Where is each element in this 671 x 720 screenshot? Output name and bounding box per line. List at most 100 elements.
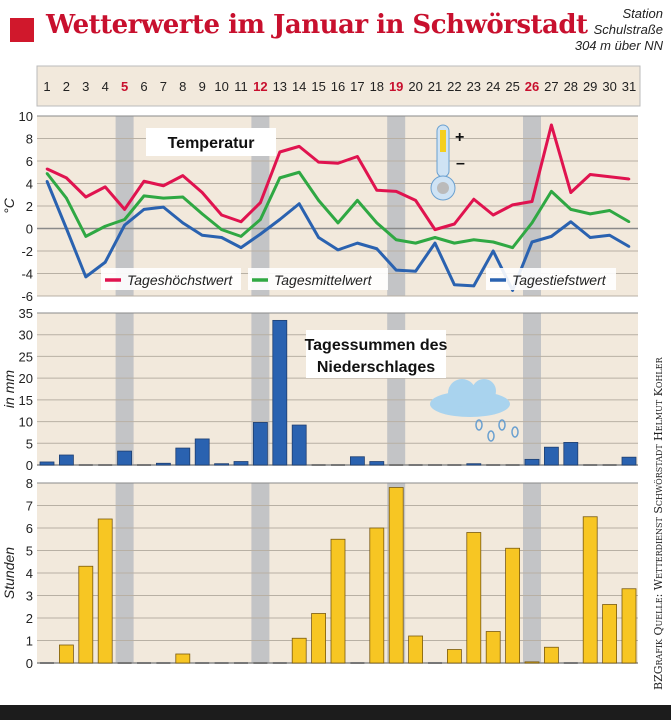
rain-bar bbox=[524, 458, 540, 466]
data-point bbox=[103, 224, 107, 228]
sunshine-bar bbox=[446, 649, 462, 664]
rain-bar bbox=[466, 463, 482, 466]
legend-box bbox=[248, 268, 388, 290]
y-tick-label: 6 bbox=[26, 154, 33, 169]
rain-bar bbox=[194, 438, 210, 466]
data-point bbox=[608, 175, 611, 179]
data-point bbox=[375, 221, 379, 225]
legend-label: Tagestiefstwert bbox=[512, 272, 607, 288]
rain-bar bbox=[349, 456, 365, 466]
data-point bbox=[200, 233, 204, 237]
data-point bbox=[472, 284, 476, 288]
svg-text:–: – bbox=[456, 155, 465, 172]
station-line: Schulstraße bbox=[593, 22, 663, 37]
data-point bbox=[181, 174, 185, 177]
day-label: 2 bbox=[63, 79, 70, 94]
sunday-band bbox=[115, 313, 134, 465]
rain-bar bbox=[175, 447, 191, 466]
data-point bbox=[297, 202, 301, 206]
sunshine-bar bbox=[311, 613, 327, 664]
data-point bbox=[453, 283, 456, 287]
y-tick-label: 3 bbox=[26, 589, 33, 604]
data-point bbox=[511, 203, 514, 207]
day-label: 22 bbox=[447, 79, 461, 94]
sunshine-bar bbox=[330, 538, 346, 664]
sunshine-bar bbox=[291, 637, 307, 664]
data-point bbox=[491, 213, 495, 217]
sunshine-bar bbox=[59, 644, 74, 664]
data-point bbox=[123, 208, 126, 211]
data-point bbox=[297, 145, 301, 148]
rain-bar bbox=[233, 461, 249, 466]
data-point bbox=[569, 208, 573, 211]
data-point bbox=[239, 220, 243, 224]
chart-title: Tagessummen des bbox=[305, 337, 448, 354]
data-point bbox=[45, 179, 49, 183]
y-tick-label: 2 bbox=[26, 611, 33, 626]
y-tick-label: 25 bbox=[19, 349, 33, 364]
rain-bar bbox=[563, 442, 579, 466]
data-point bbox=[588, 212, 592, 216]
y-axis-label: Stunden bbox=[1, 547, 17, 599]
data-point bbox=[394, 190, 398, 193]
data-point bbox=[45, 167, 49, 171]
data-point bbox=[414, 269, 417, 273]
y-tick-label: -2 bbox=[21, 244, 33, 259]
data-point bbox=[162, 196, 165, 200]
day-label: 29 bbox=[583, 79, 597, 94]
y-tick-label: -6 bbox=[21, 289, 33, 304]
source-credit: BZGrafik Quelle: Wetterdienst Schwörstad… bbox=[652, 357, 665, 690]
data-point bbox=[433, 228, 437, 231]
data-point bbox=[550, 123, 553, 127]
data-point bbox=[472, 238, 476, 242]
rain-bar bbox=[59, 454, 74, 466]
day-label: 19 bbox=[389, 79, 403, 94]
sunshine-bar bbox=[408, 635, 424, 664]
data-point bbox=[278, 218, 282, 221]
data-point bbox=[375, 247, 379, 251]
y-tick-label: 6 bbox=[26, 521, 33, 536]
y-tick-label: 0 bbox=[26, 458, 33, 473]
day-label: 27 bbox=[544, 79, 558, 94]
station-line: 304 m über NN bbox=[574, 38, 663, 53]
sunshine-bar bbox=[621, 588, 637, 664]
data-point bbox=[220, 228, 223, 231]
data-point bbox=[453, 241, 456, 245]
data-point bbox=[414, 241, 417, 245]
day-label: 24 bbox=[486, 79, 500, 94]
day-label: 1 bbox=[43, 79, 50, 94]
data-point bbox=[181, 195, 185, 199]
day-label: 16 bbox=[331, 79, 345, 94]
data-point bbox=[394, 268, 398, 272]
data-point bbox=[356, 155, 359, 158]
data-point bbox=[162, 205, 165, 209]
data-point bbox=[142, 208, 146, 211]
data-point bbox=[608, 233, 611, 237]
y-axis-label: °C bbox=[1, 197, 17, 214]
y-tick-label: -4 bbox=[21, 267, 33, 282]
day-label: 10 bbox=[214, 79, 228, 94]
data-point bbox=[414, 199, 417, 202]
data-point bbox=[259, 201, 262, 204]
y-tick-label: 1 bbox=[26, 634, 33, 649]
chart-title: Niederschlages bbox=[317, 359, 435, 376]
legend-label: Tageshöchstwert bbox=[127, 272, 233, 288]
footer-bar bbox=[0, 705, 671, 720]
sunshine-bar bbox=[485, 631, 501, 664]
data-point bbox=[317, 236, 320, 239]
y-tick-label: 4 bbox=[26, 177, 33, 192]
station-info: Station Schulstraße 304 m über NN bbox=[575, 6, 663, 54]
rain-bar bbox=[39, 461, 55, 466]
day-header bbox=[36, 65, 641, 107]
data-point bbox=[239, 246, 243, 249]
data-point bbox=[433, 241, 437, 245]
sunshine-bar bbox=[78, 565, 94, 664]
legend-box bbox=[101, 268, 241, 290]
sunshine-bar bbox=[175, 653, 191, 664]
legend-box bbox=[486, 268, 616, 290]
y-tick-label: 30 bbox=[19, 328, 33, 343]
sunshine-bar bbox=[97, 518, 113, 664]
sunshine-bar bbox=[602, 604, 617, 664]
y-tick-label: 10 bbox=[19, 415, 33, 430]
data-point bbox=[278, 150, 282, 154]
